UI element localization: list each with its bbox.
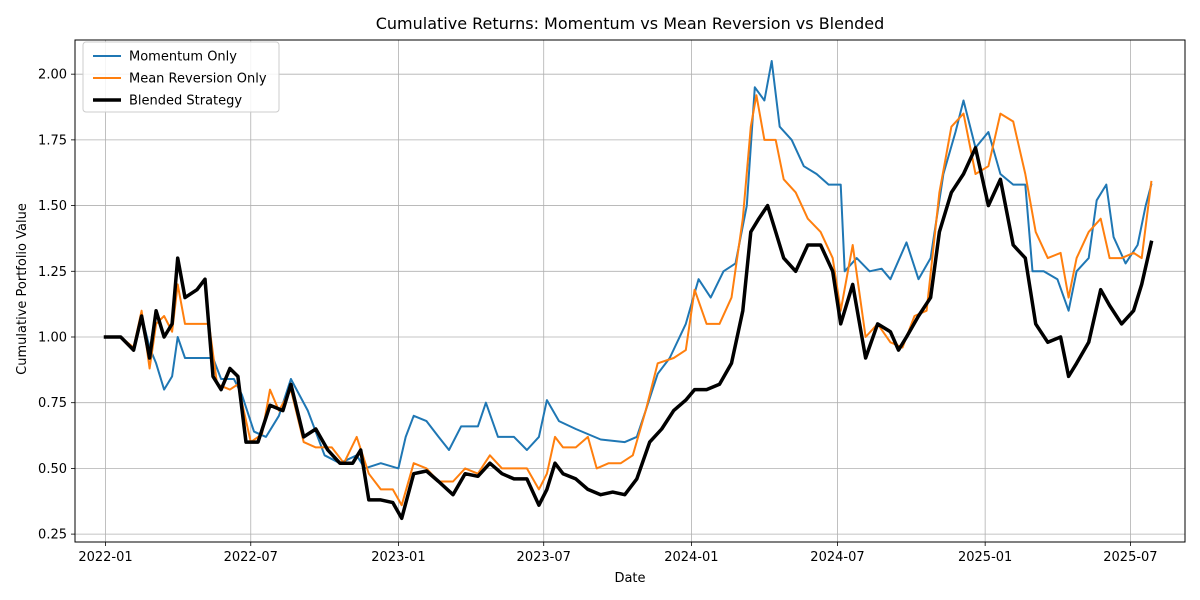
legend: Momentum Only Mean Reversion Only Blended … <box>82 41 280 113</box>
x-tick-label: 2022-01 <box>78 550 132 565</box>
y-tick-label: 0.75 <box>38 396 67 411</box>
y-tick-label: 2.00 <box>38 68 67 83</box>
y-tick-label: 1.25 <box>38 265 67 280</box>
x-tick-label: 2025-07 <box>1103 550 1157 565</box>
y-axis-title: Cumulative Portfolio Value <box>15 203 30 375</box>
plot-frame <box>74 39 1186 543</box>
legend-label: Momentum Only <box>129 50 237 65</box>
series-lines <box>103 60 1154 521</box>
x-tick-label: 2024-01 <box>664 550 718 565</box>
x-axis-title: Date <box>614 571 645 586</box>
y-tick-label: 1.00 <box>38 330 67 345</box>
x-tick-label: 2023-07 <box>517 550 571 565</box>
x-tick-label: 2023-01 <box>371 550 425 565</box>
legend-box <box>82 41 280 113</box>
y-tick-label: 1.75 <box>38 133 67 148</box>
x-tick-label: 2022-07 <box>224 550 278 565</box>
y-tick-label: 0.25 <box>38 528 67 543</box>
y-tick-label: 1.50 <box>38 199 67 214</box>
y-tick-label: 0.50 <box>38 462 67 477</box>
legend-label: Mean Reversion Only <box>129 72 267 87</box>
grid <box>75 40 1185 542</box>
series-line-blended-strategy <box>103 146 1154 521</box>
axis-ticks: 2022-01 2022-07 2023-01 2023-07 2024-01 2024-… <box>38 68 1158 565</box>
series-line-momentum-only <box>104 60 1153 470</box>
legend-label: Blended Strategy <box>129 94 242 109</box>
x-tick-label: 2025-01 <box>958 550 1012 565</box>
x-tick-label: 2024-07 <box>810 550 864 565</box>
chart-title: Cumulative Returns: Momentum vs Mean Rev… <box>376 14 885 33</box>
